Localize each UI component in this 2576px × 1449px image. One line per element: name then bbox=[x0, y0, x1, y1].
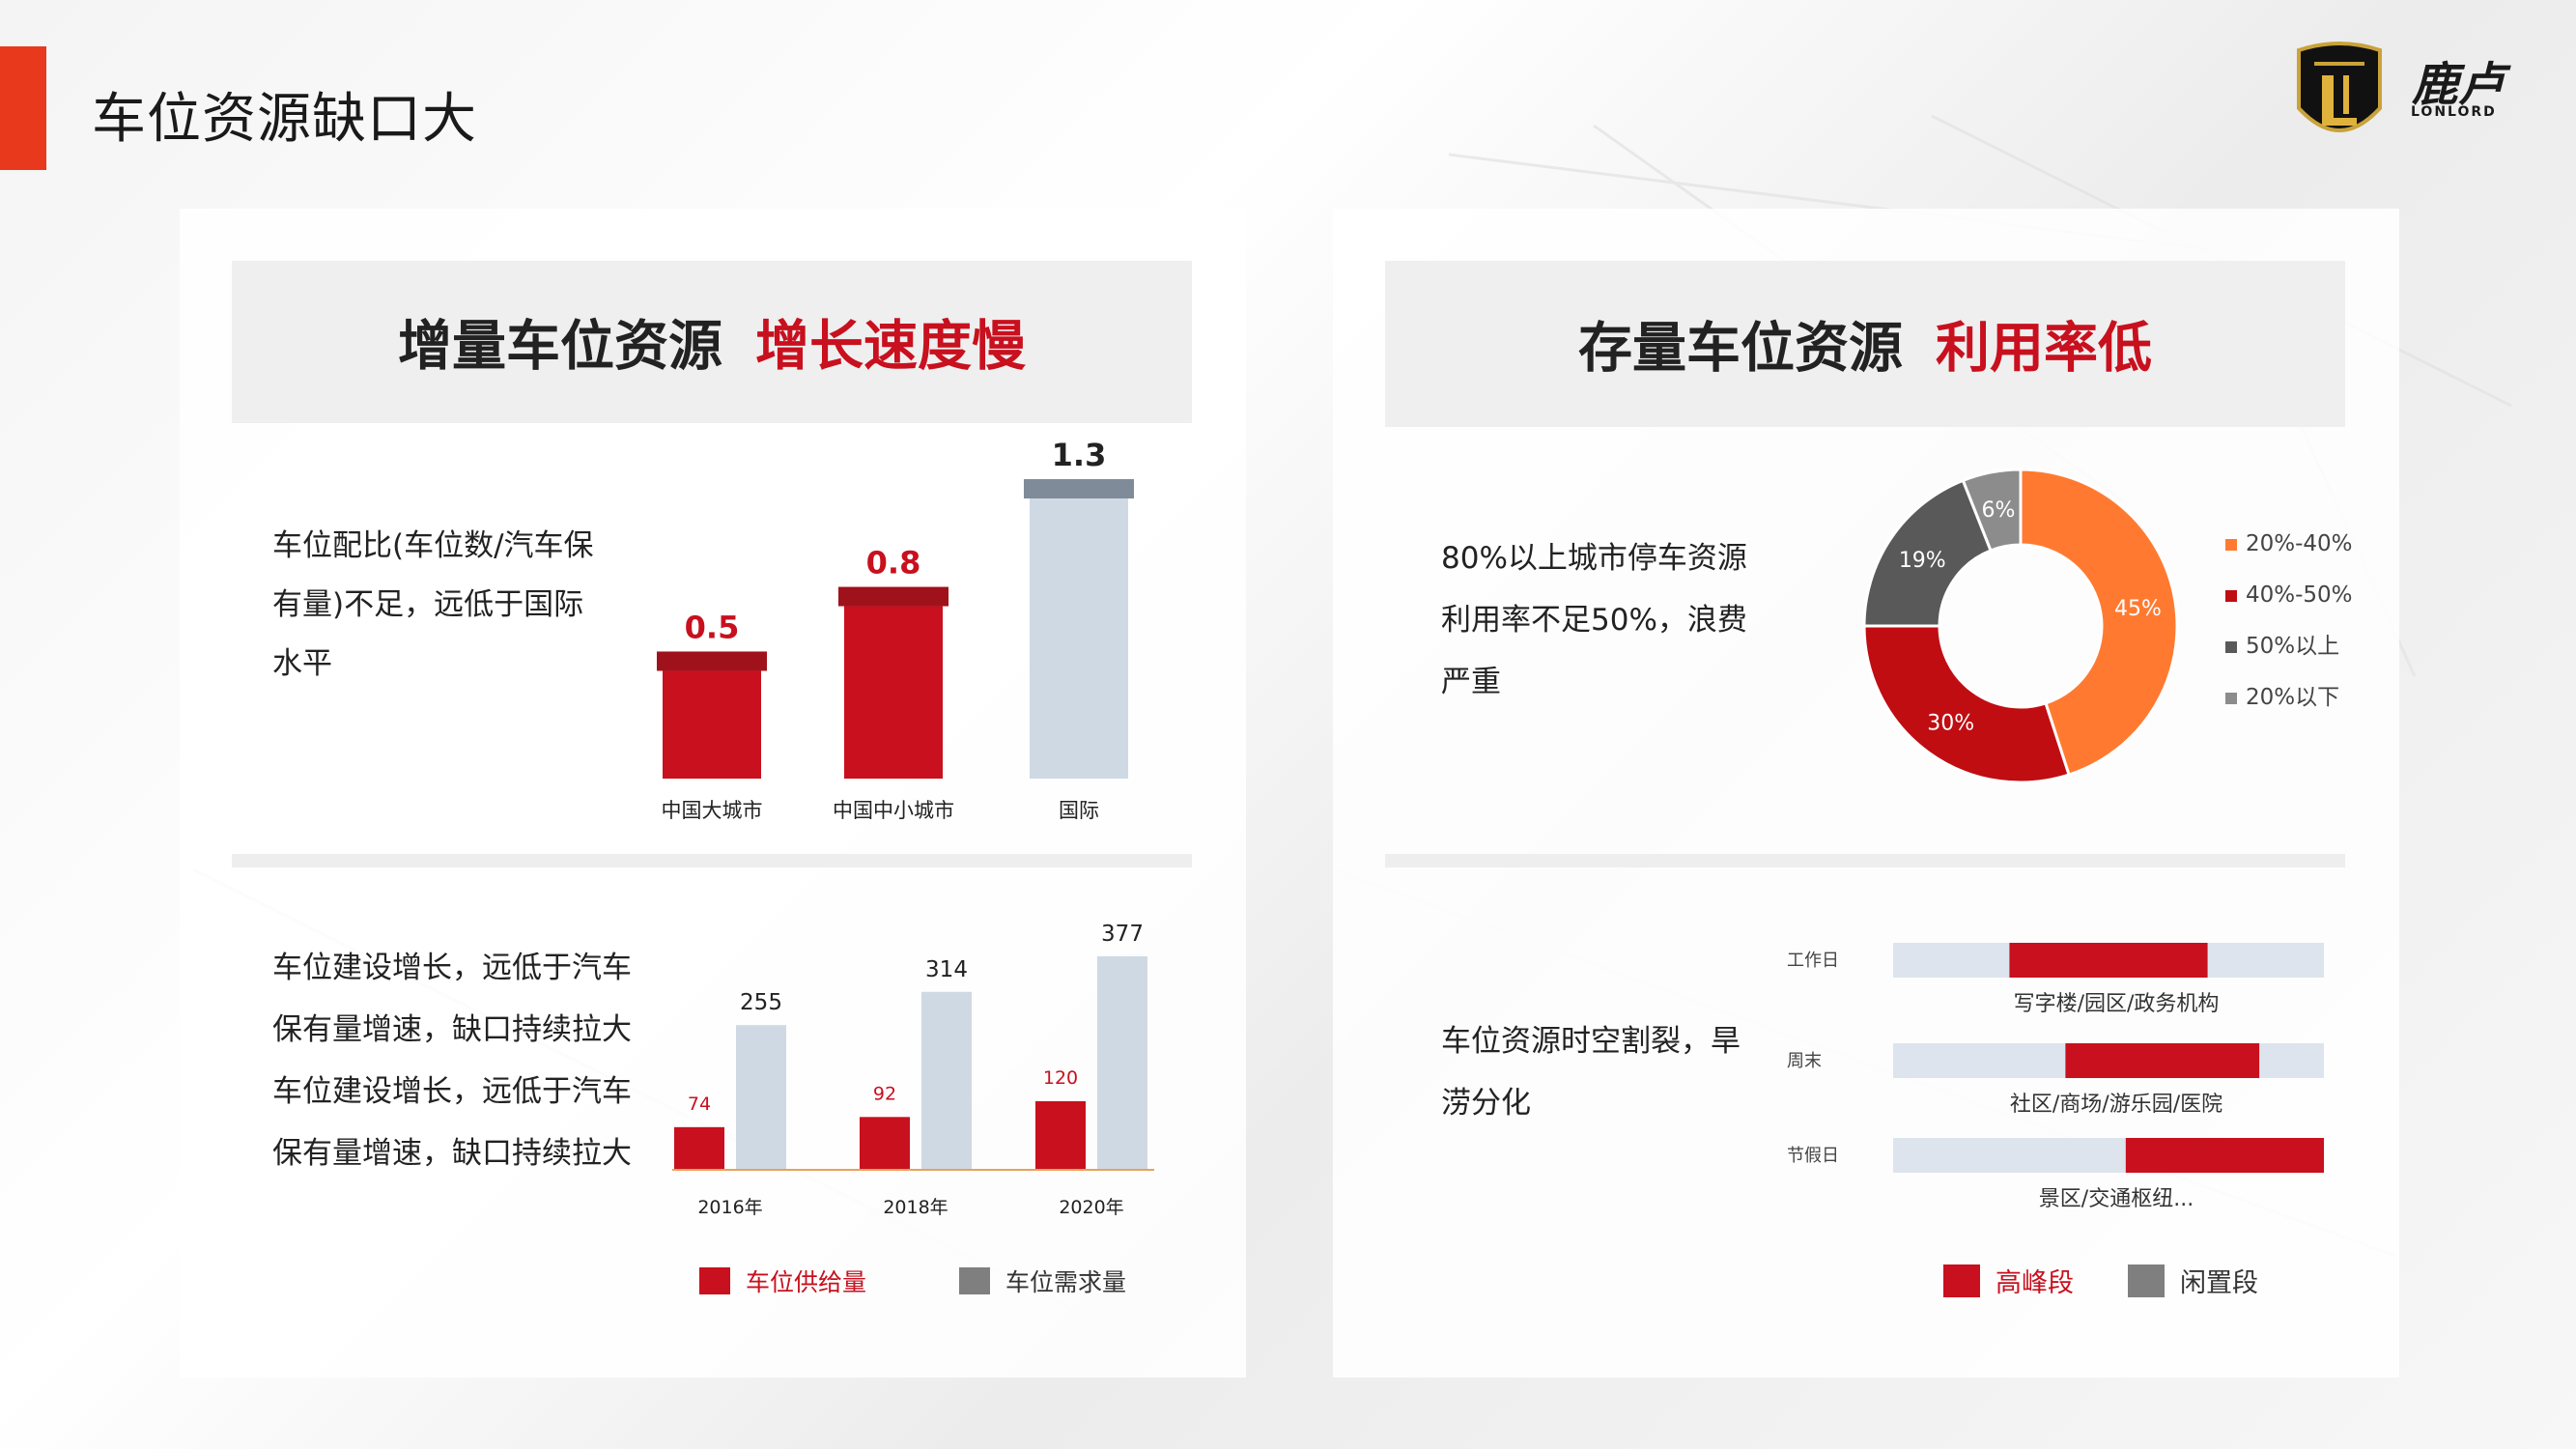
ratio-bar-cap bbox=[657, 651, 767, 671]
ratio-bar bbox=[1030, 498, 1128, 779]
growth-data-label: 314 bbox=[925, 957, 968, 982]
range-peak-segment bbox=[2009, 943, 2208, 978]
right-header-highlight: 利用率低 bbox=[1936, 317, 2152, 381]
left-panel-header: 增量车位资源 增长速度慢 bbox=[232, 261, 1192, 423]
supply-bar bbox=[860, 1117, 910, 1169]
demand-bar bbox=[736, 1025, 786, 1169]
supply-demand-bar-chart: 74 255 2016年 92 314 2018年 120 377 2020年 bbox=[672, 922, 1154, 1218]
demand-bar bbox=[1097, 956, 1147, 1169]
range-legend: 高峰段 闲置段 bbox=[1943, 1262, 2258, 1299]
donut-legend-label: 20%以下 bbox=[2246, 685, 2339, 710]
ratio-bar-cap bbox=[838, 586, 948, 607]
left-header-highlight: 增长速度慢 bbox=[755, 315, 1026, 379]
supply-bar bbox=[1035, 1100, 1086, 1169]
ratio-bar bbox=[663, 670, 761, 779]
growth-data-label: 377 bbox=[1101, 922, 1144, 947]
legend-idle-label: 闲置段 bbox=[2180, 1268, 2258, 1298]
utilization-description: 80%以上城市停车资源利用率不足50%，浪费严重 bbox=[1441, 541, 1747, 699]
ratio-data-label: 1.3 bbox=[1052, 437, 1107, 473]
demand-bar bbox=[921, 991, 972, 1169]
page-title: 车位资源缺口大 bbox=[92, 88, 477, 151]
legend-idle-swatch bbox=[2128, 1264, 2165, 1297]
donut-legend-swatch bbox=[2225, 693, 2237, 704]
ratio-category-label: 国际 bbox=[1059, 799, 1099, 822]
growth-data-label: 255 bbox=[740, 990, 782, 1015]
donut-slice bbox=[1961, 468, 2023, 553]
range-row-label: 周末 bbox=[1787, 1051, 1822, 1071]
legend-peak-label: 高峰段 bbox=[1996, 1268, 2074, 1298]
legend-demand-label: 车位需求量 bbox=[1005, 1268, 1127, 1296]
donut-legend-swatch bbox=[2225, 539, 2237, 551]
right-panel-header: 存量车位资源 利用率低 bbox=[1385, 261, 2345, 427]
peak-idle-range-chart: 工作日写字楼/园区/政务机构周末社区/商场/游乐园/医院节假日景区/交通枢纽..… bbox=[1787, 943, 2324, 1211]
range-peak-segment bbox=[2065, 1043, 2260, 1078]
right-header-main: 存量车位资源 bbox=[1578, 317, 1903, 381]
donut-slice bbox=[1862, 624, 2071, 784]
donut-slice-label: 30% bbox=[1927, 712, 1974, 736]
ratio-data-label: 0.5 bbox=[685, 609, 740, 645]
range-row-caption: 写字楼/园区/政务机构 bbox=[2014, 992, 2220, 1016]
donut-legend-label: 20%-40% bbox=[2246, 531, 2353, 556]
legend-supply-label: 车位供给量 bbox=[746, 1268, 867, 1296]
legend-demand-swatch bbox=[959, 1267, 991, 1294]
growth-data-label: 74 bbox=[688, 1094, 711, 1115]
ratio-bar-cap bbox=[1024, 479, 1134, 498]
range-row-label: 节假日 bbox=[1787, 1146, 1839, 1166]
donut-slice-label: 19% bbox=[1899, 549, 1946, 573]
range-peak-segment bbox=[2125, 1138, 2324, 1173]
donut-legend-swatch bbox=[2225, 641, 2237, 653]
growth-category-label: 2020年 bbox=[1059, 1197, 1123, 1218]
logo-chinese-name: 鹿卢 bbox=[2412, 58, 2505, 112]
ratio-data-label: 0.8 bbox=[866, 545, 921, 582]
split-description: 车位资源时空割裂，旱涝分化 bbox=[1441, 1024, 1741, 1121]
title-accent-bar bbox=[0, 46, 46, 170]
left-divider bbox=[232, 854, 1192, 867]
range-row-caption: 景区/交通枢纽... bbox=[2039, 1187, 2194, 1211]
utilization-donut-chart: 45% 30% 19% 6% 20%-40% 40%-50% 50%以上 20%以下 bbox=[1862, 468, 2353, 784]
growth-data-label: 92 bbox=[873, 1083, 896, 1104]
growth-legend: 车位供给量 车位需求量 bbox=[699, 1264, 1126, 1298]
ratio-bar bbox=[844, 606, 943, 779]
supply-bar bbox=[674, 1126, 724, 1169]
donut-legend-label: 50%以上 bbox=[2246, 634, 2339, 659]
donut-slice bbox=[1862, 478, 1994, 628]
legend-supply-swatch bbox=[699, 1267, 730, 1294]
legend-peak-swatch bbox=[1943, 1264, 1980, 1297]
growth-data-label: 120 bbox=[1043, 1067, 1078, 1089]
donut-slice-label: 6% bbox=[1981, 498, 2015, 523]
logo-english-name: LONLORD bbox=[2411, 104, 2497, 120]
ratio-category-label: 中国大城市 bbox=[662, 799, 763, 822]
growth-category-label: 2016年 bbox=[697, 1197, 762, 1218]
growth-description: 车位建设增长，远低于汽车保有量增速，缺口持续拉大车位建设增长，远低于汽车保有量增… bbox=[272, 951, 632, 1171]
donut-slice-label: 45% bbox=[2114, 597, 2162, 621]
range-row-label: 工作日 bbox=[1787, 951, 1839, 971]
range-row-caption: 社区/商场/游乐园/医院 bbox=[2010, 1093, 2222, 1117]
parking-ratio-bar-chart: 0.5 中国大城市 0.8 中国中小城市 1.3 国际 bbox=[657, 437, 1134, 822]
left-header-main: 增量车位资源 bbox=[398, 315, 722, 379]
growth-category-label: 2018年 bbox=[883, 1197, 948, 1218]
donut-legend-label: 40%-50% bbox=[2246, 582, 2353, 608]
ratio-category-label: 中国中小城市 bbox=[833, 799, 954, 822]
donut-legend-swatch bbox=[2225, 590, 2237, 602]
lonlord-logo-icon bbox=[2297, 42, 2382, 132]
ratio-description: 车位配比(车位数/汽车保有量)不足，远低于国际水平 bbox=[272, 528, 594, 681]
right-divider bbox=[1385, 854, 2345, 867]
donut-slice bbox=[2019, 468, 2179, 777]
